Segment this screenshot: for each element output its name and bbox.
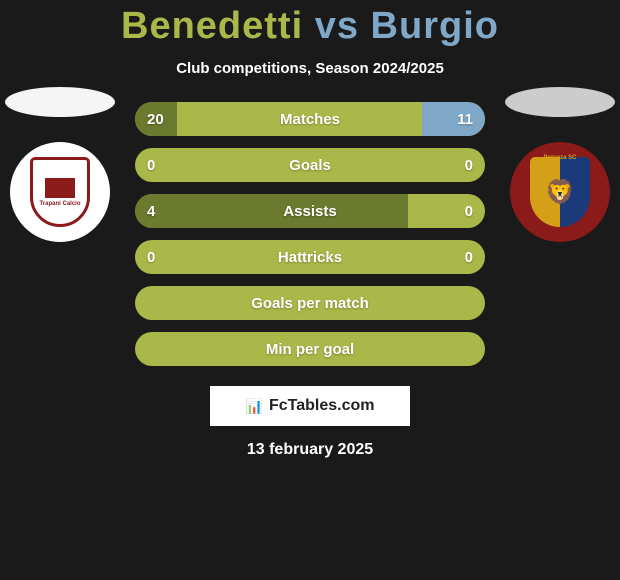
fctables-text: FcTables.com <box>269 397 375 415</box>
stats-bars-container: 2011Matches 00Goals 40Assists 00Hattricks Go… <box>135 102 485 366</box>
main-container: Benedetti vs Burgio Club competitions, S… <box>0 0 620 580</box>
oval-decoration-left <box>5 87 115 117</box>
stat-label: Min per goal <box>135 341 485 358</box>
stat-label: Assists <box>135 203 485 220</box>
comparison-title: Benedetti vs Burgio <box>0 5 620 48</box>
stat-row-matches: 2011Matches <box>135 102 485 136</box>
stat-label: Goals <box>135 157 485 174</box>
team-logo-left: Trapani Calcio <box>10 142 110 242</box>
player1-name: Benedetti <box>121 5 303 47</box>
shield-text-potenza: Potenza SC <box>543 155 576 161</box>
stat-row-goals: 00Goals <box>135 148 485 182</box>
shield-text-trapani: Trapani Calcio <box>39 201 80 207</box>
shield-icon-potenza: Potenza SC <box>530 157 590 227</box>
player2-name: Burgio <box>371 5 499 47</box>
stat-label: Hattricks <box>135 249 485 266</box>
stat-row-hattricks: 00Hattricks <box>135 240 485 274</box>
date-text: 13 february 2025 <box>0 441 620 459</box>
content-area: Trapani Calcio Potenza SC 2011Matches 00G… <box>0 102 620 459</box>
shield-icon-trapani: Trapani Calcio <box>30 157 90 227</box>
subtitle: Club competitions, Season 2024/2025 <box>0 60 620 77</box>
vs-text: vs <box>315 5 359 47</box>
oval-decoration-right <box>505 87 615 117</box>
stat-row-goals-per-match: Goals per match <box>135 286 485 320</box>
logo-circle-trapani: Trapani Calcio <box>10 142 110 242</box>
stat-label: Goals per match <box>135 295 485 312</box>
stat-row-assists: 40Assists <box>135 194 485 228</box>
logo-circle-potenza: Potenza SC <box>510 142 610 242</box>
fctables-badge[interactable]: FcTables.com <box>210 386 410 426</box>
team-logo-right: Potenza SC <box>510 142 610 242</box>
stat-label: Matches <box>135 111 485 128</box>
stat-row-min-per-goal: Min per goal <box>135 332 485 366</box>
